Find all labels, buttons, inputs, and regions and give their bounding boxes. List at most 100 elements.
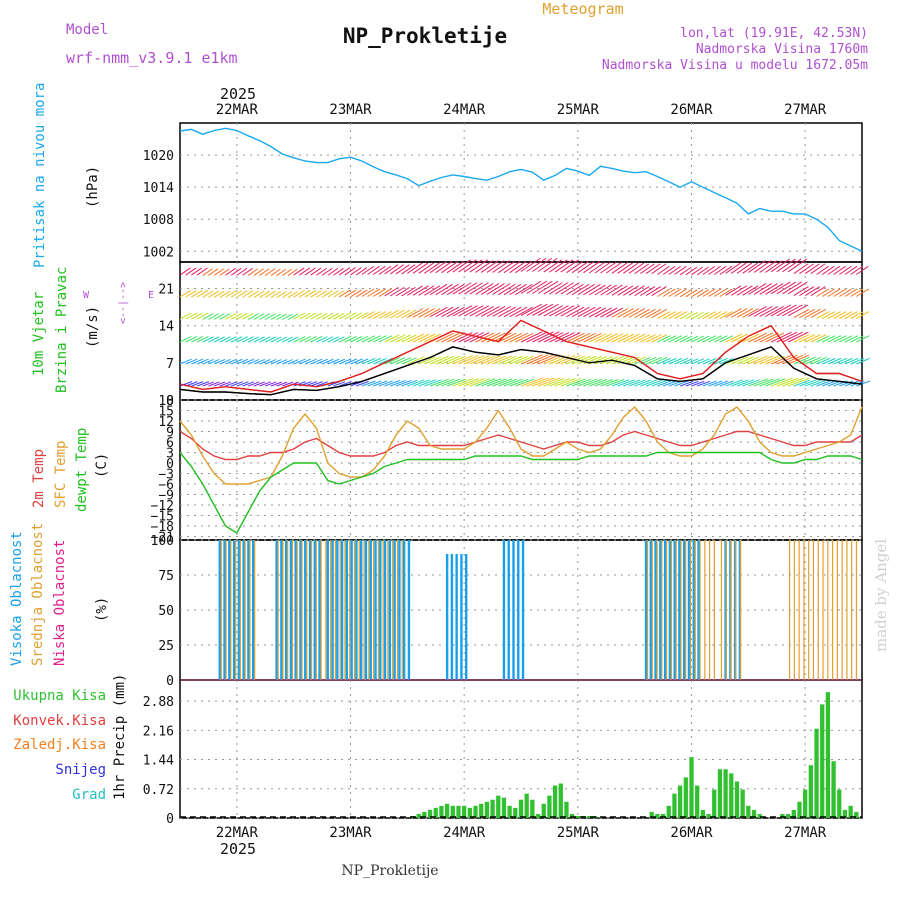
- wind-barb: [219, 268, 230, 276]
- wind-barb: [571, 261, 589, 274]
- wind-barb: [799, 379, 816, 387]
- wind-barb: [321, 336, 334, 343]
- wind-barb: [770, 281, 791, 295]
- pressure-ylabel-name: Pritisak na nivou mora: [32, 83, 48, 268]
- plot-layer: 1002 1008 1014 1020 0 7 14 21 −21−18−15−12−9−6−3…: [143, 102, 871, 841]
- wind-barb: [793, 334, 810, 343]
- wind-barb: [662, 357, 677, 365]
- wind-barb: [810, 334, 827, 343]
- wind-barb: [412, 285, 429, 296]
- wind-barb: [316, 290, 328, 298]
- wind-barb: [179, 336, 192, 343]
- wind-barb: [344, 267, 356, 276]
- wind-barb: [407, 379, 425, 387]
- wind-barb: [225, 381, 238, 387]
- bottom-xtick-label: 25MAR: [557, 825, 600, 841]
- clouds-ytick-label: 100: [151, 534, 174, 549]
- wind-barb: [498, 306, 516, 318]
- wind-barb: [429, 306, 448, 318]
- wind-barb: [452, 259, 471, 273]
- wind-barbs: [179, 257, 871, 396]
- wind-barb: [526, 354, 549, 365]
- wind-barb: [452, 355, 473, 365]
- wind-barb: [196, 358, 209, 365]
- wind-barb: [543, 378, 565, 387]
- wind-barb: [611, 262, 628, 274]
- precip-bar: [433, 807, 438, 818]
- wind-barb: [543, 305, 564, 317]
- wind-barb: [702, 265, 716, 275]
- wind-barb: [338, 289, 351, 298]
- precip-bar: [854, 811, 859, 818]
- wind-barb: [833, 265, 846, 275]
- wind-barb: [463, 332, 484, 343]
- wind-barb: [503, 306, 522, 318]
- wind-barb: [645, 379, 663, 387]
- temperature-series-line: [179, 405, 863, 485]
- wind-barb: [208, 268, 219, 276]
- temp-ylabel-dewpt: dewpt Temp: [74, 428, 90, 512]
- wind-barb: [276, 313, 287, 320]
- wind-barb: [179, 381, 193, 387]
- wind-barb: [475, 283, 494, 295]
- wind-barb: [611, 285, 628, 296]
- clouds-ytick-label: 25: [158, 639, 174, 654]
- wind-barb: [793, 286, 809, 297]
- wind-barb: [543, 282, 563, 295]
- wind-barb: [822, 357, 836, 365]
- precip-bar: [791, 809, 796, 818]
- elevation-label: Nadmorska Visina 1760m: [696, 42, 868, 57]
- wind-barb: [452, 332, 473, 343]
- lonlat-label: lon,lat (19.91E, 42.53N): [680, 26, 868, 41]
- wind-barb: [310, 358, 323, 365]
- wind-barb: [520, 377, 544, 387]
- wind-barb: [850, 357, 865, 365]
- wind-barb: [839, 380, 854, 387]
- wind-barb: [833, 311, 847, 319]
- wind-barb: [765, 305, 784, 317]
- precip-bar: [683, 777, 688, 818]
- wind-barb: [390, 334, 406, 343]
- wind-barb: [782, 281, 802, 295]
- wind-barb: [316, 267, 327, 276]
- wind-barb: [577, 283, 596, 296]
- wind-barb: [236, 312, 248, 320]
- temperature-ytick-label: −9: [158, 489, 174, 504]
- precip-bar: [444, 803, 450, 818]
- wind-barb: [816, 380, 831, 387]
- wind-barb: [310, 381, 323, 387]
- precip-bar: [700, 809, 705, 818]
- wind-barb: [725, 285, 742, 296]
- wind-barb: [793, 379, 811, 387]
- wind-barb: [691, 335, 704, 343]
- wind-barb: [236, 336, 249, 343]
- precip-frame: [179, 679, 863, 819]
- wind-barb: [316, 312, 328, 320]
- wind-barb: [753, 378, 774, 387]
- wind-barb: [804, 379, 822, 387]
- wind-barb: [645, 308, 662, 319]
- wind-barb: [827, 335, 842, 343]
- wind-barb: [742, 356, 760, 365]
- precip-bar: [746, 805, 751, 818]
- wind-barb: [304, 358, 317, 365]
- wind-barb: [759, 355, 780, 365]
- wind-barb: [560, 282, 580, 295]
- wind-barb: [821, 311, 836, 319]
- credit-label: made by Angel: [872, 539, 890, 652]
- wind-barb: [640, 379, 657, 387]
- wind-barb: [645, 263, 661, 275]
- wind-barb: [463, 282, 483, 295]
- legend-conv: Konvek.Kisa: [13, 713, 106, 729]
- wind-barb: [731, 285, 747, 296]
- wind-barb: [384, 379, 401, 387]
- wind-barb: [742, 262, 758, 274]
- wind-barb: [372, 311, 387, 319]
- wind-barb: [753, 332, 773, 343]
- wind-barb: [185, 358, 198, 365]
- wind-barb: [247, 336, 260, 343]
- wind-barb: [236, 358, 249, 365]
- precip-bar: [456, 805, 461, 818]
- wind-barb: [191, 358, 204, 365]
- wind-barb: [361, 357, 376, 365]
